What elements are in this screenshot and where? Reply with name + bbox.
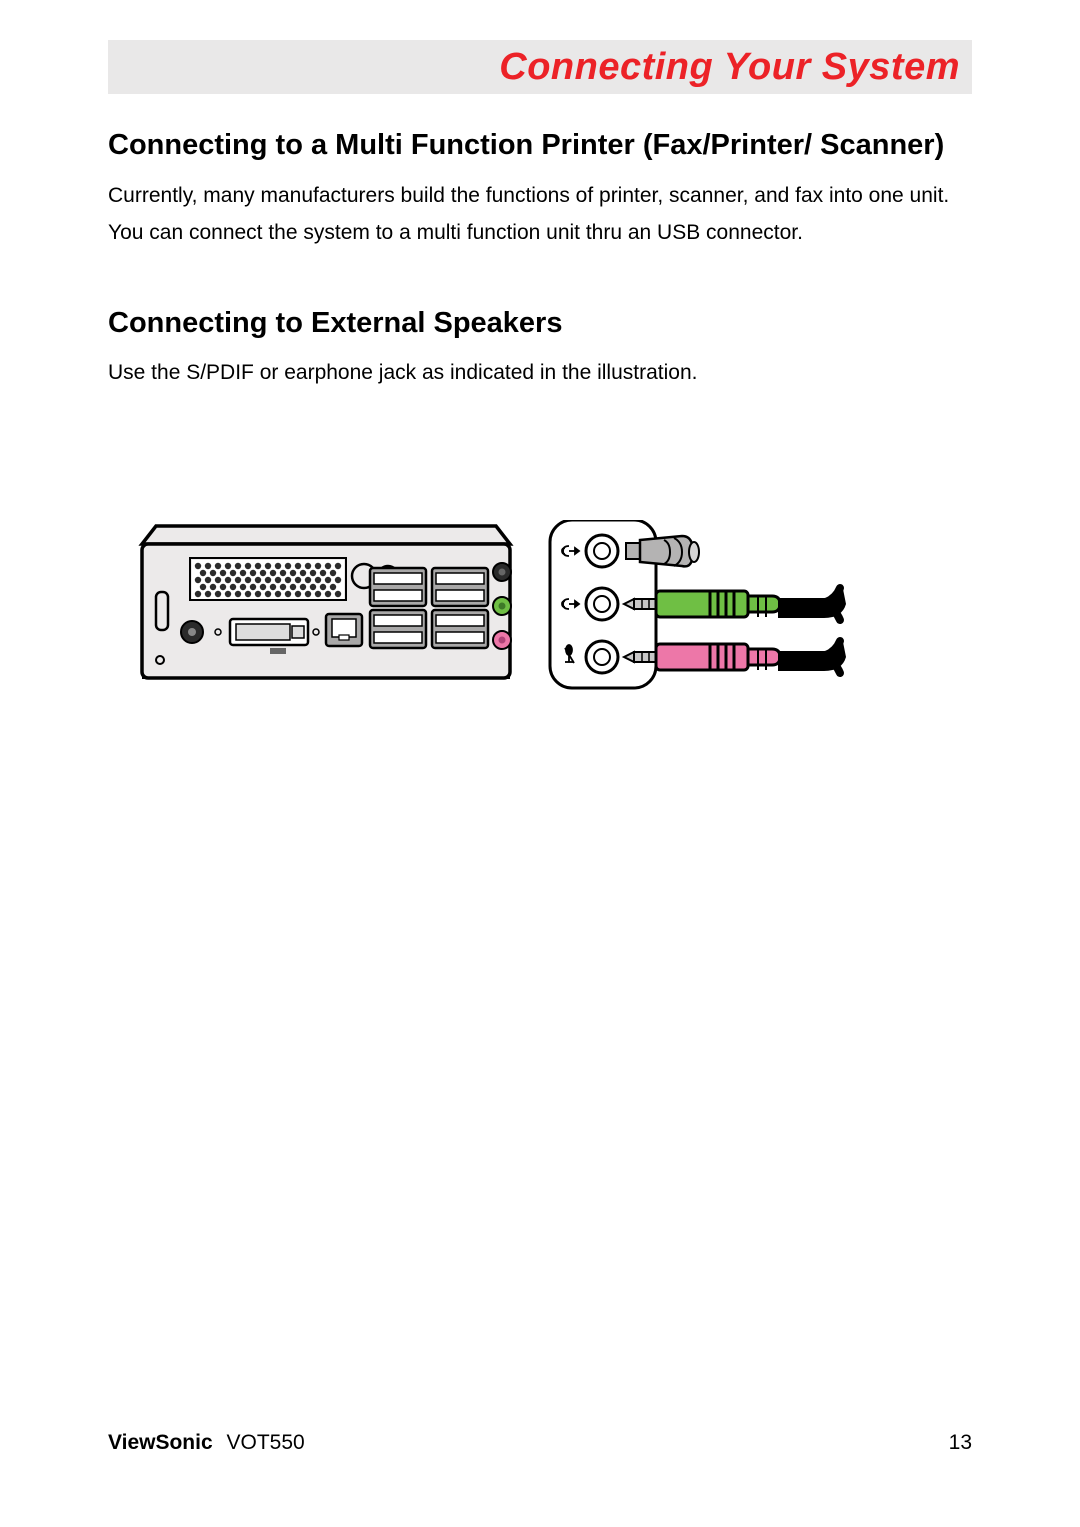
audio-connection-diagram — [126, 520, 856, 716]
section-2-body: Use the S/PDIF or earphone jack as indic… — [108, 356, 972, 390]
page-number: 13 — [949, 1431, 972, 1455]
page-footer: ViewSonic VOT550 13 — [108, 1431, 972, 1455]
chapter-title-bar: Connecting Your System — [108, 40, 972, 94]
usb-ports-3 — [432, 568, 488, 606]
chapter-title: Connecting Your System — [499, 46, 960, 89]
section-1-heading: Connecting to a Multi Function Printer (… — [108, 122, 972, 168]
usb-ports-2 — [370, 568, 426, 606]
usb-ports-1 — [370, 610, 426, 648]
usb-ports-4 — [432, 610, 488, 648]
section-1-body: Currently, many manufacturers build the … — [108, 178, 972, 252]
section-2-heading: Connecting to External Speakers — [108, 300, 972, 346]
footer-brand: ViewSonic — [108, 1431, 213, 1454]
footer-brand-model: ViewSonic VOT550 — [108, 1431, 305, 1455]
footer-model: VOT550 — [227, 1431, 305, 1454]
device-rear-panel — [142, 526, 511, 678]
vent-grille — [195, 563, 341, 597]
